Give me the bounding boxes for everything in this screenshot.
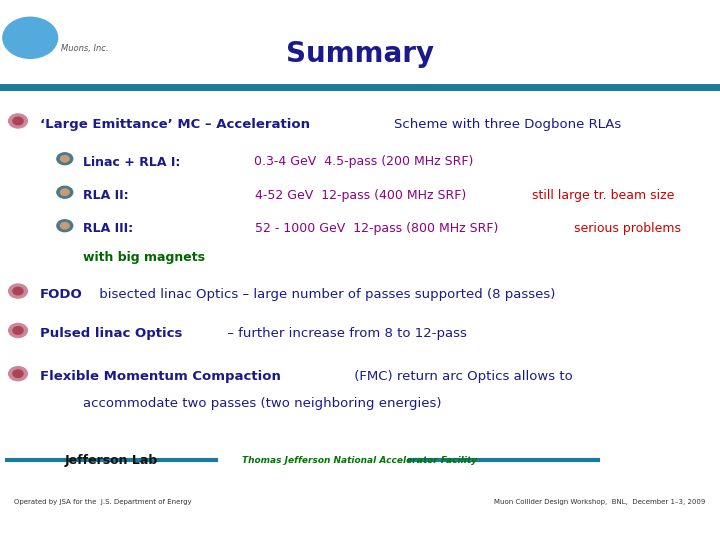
Text: Thomas Jefferson National Accelerator Facility: Thomas Jefferson National Accelerator Fa… [243,456,477,464]
Circle shape [9,323,27,338]
Text: Flexible Momentum Compaction: Flexible Momentum Compaction [40,370,281,383]
Text: Jefferson Lab: Jefferson Lab [65,454,158,467]
Text: 0.3-4 GeV  4.5-pass (200 MHz SRF): 0.3-4 GeV 4.5-pass (200 MHz SRF) [253,156,473,168]
Text: Muon Collider Design Workshop,  BNL,  December 1–3, 2009: Muon Collider Design Workshop, BNL, Dece… [494,499,706,505]
Text: serious problems: serious problems [574,222,681,235]
Text: FODO: FODO [40,288,82,301]
Circle shape [60,222,69,229]
Text: Muons, Inc.: Muons, Inc. [61,44,109,53]
Text: ‘Large Emittance’ MC – Acceleration: ‘Large Emittance’ MC – Acceleration [40,118,314,131]
Circle shape [57,186,73,198]
Circle shape [60,189,69,195]
Text: Operated by JSA for the  J.S. Department of Energy: Operated by JSA for the J.S. Department … [14,499,192,505]
Text: with big magnets: with big magnets [83,251,204,264]
Circle shape [60,156,69,162]
Text: (FMC) return arc Optics allows to: (FMC) return arc Optics allows to [351,370,573,383]
Circle shape [9,114,27,128]
Circle shape [13,370,23,377]
Text: 52 - 1000 GeV  12-pass (800 MHz SRF): 52 - 1000 GeV 12-pass (800 MHz SRF) [255,222,502,235]
Circle shape [57,153,73,165]
Circle shape [13,117,23,125]
Text: 4-52 GeV  12-pass (400 MHz SRF): 4-52 GeV 12-pass (400 MHz SRF) [255,189,470,202]
Circle shape [13,327,23,334]
Text: – further increase from 8 to 12-pass: – further increase from 8 to 12-pass [223,327,467,340]
Text: accommodate two passes (two neighboring energies): accommodate two passes (two neighboring … [83,397,441,410]
Text: RLA III:: RLA III: [83,222,216,235]
Circle shape [9,367,27,381]
Text: Scheme with three Dogbone RLAs: Scheme with three Dogbone RLAs [394,118,621,131]
Text: μ: μ [24,30,36,45]
Text: still large tr. beam size: still large tr. beam size [532,189,675,202]
Text: Summary: Summary [286,40,434,68]
Text: bisected linac Optics – large number of passes supported (8 passes): bisected linac Optics – large number of … [95,288,555,301]
Text: Pulsed linac Optics: Pulsed linac Optics [40,327,182,340]
Text: Linac + RLA I:: Linac + RLA I: [83,156,215,168]
Circle shape [3,17,58,58]
Circle shape [57,220,73,232]
Circle shape [13,287,23,295]
Text: RLA II:: RLA II: [83,189,216,202]
Circle shape [9,284,27,298]
